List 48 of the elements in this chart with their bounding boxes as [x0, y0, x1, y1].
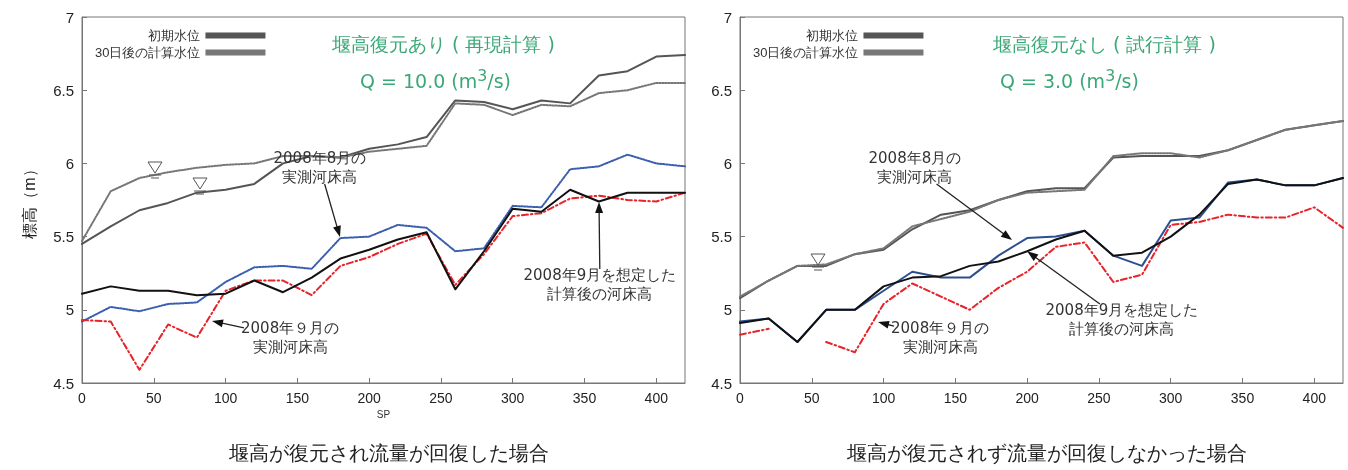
y-tick-label: 5.5	[53, 228, 74, 246]
y-tick-label: 4.5	[711, 374, 732, 392]
y-axis-title: 標高（m）	[20, 161, 38, 239]
x-tick-label: 100	[871, 390, 896, 406]
y-tick-label: 7	[65, 8, 74, 26]
annotation: 2008年９月の実測河床高	[891, 319, 990, 357]
x-tick-label: 200	[1015, 390, 1040, 406]
annotation: Q = 10.0 (m$^{3}$/s)	[360, 66, 512, 93]
x-tick-label: 300	[501, 390, 525, 406]
annotation: 2008年9月を想定した計算後の河床高	[1045, 301, 1199, 339]
x-tick-label: 150	[943, 390, 968, 406]
annotation: 2008年8月の実測河床高	[868, 149, 962, 187]
text: 堰高が復元されず流量が回復しなかった場合	[845, 441, 1247, 465]
y-tick-label: 6.5	[53, 81, 74, 99]
x-tick-label: 350	[572, 390, 597, 406]
line-series	[81, 153, 686, 323]
legend-label: 初期水位	[806, 28, 859, 43]
y-tick-label: 5.5	[711, 228, 732, 246]
x-tick-label: 400	[1302, 390, 1327, 406]
x-tick-label: 150	[285, 390, 310, 406]
x-tick-label: 0	[78, 390, 87, 406]
x-tick-label: 250	[1087, 390, 1111, 406]
y-tick-label: 6.5	[711, 81, 732, 99]
annotation: 2008年9月を想定した計算後の河床高	[523, 266, 677, 304]
x-tick-label: 300	[1159, 390, 1183, 406]
x-tick-label: 50	[146, 390, 162, 406]
annotation: 堰高復元あり ( 再現計算 )	[332, 32, 555, 57]
y-tick-label: 4.5	[53, 374, 74, 392]
x-tick-label: 100	[213, 390, 238, 406]
x-axis-title: SP	[376, 409, 391, 421]
annotation: Q = 3.0 (m$^{3}$/s)	[1000, 66, 1139, 93]
y-tick-label: 5	[723, 301, 732, 319]
annotation: 堰高復元なし ( 試行計算 )	[993, 32, 1216, 57]
x-tick-label: 350	[1230, 390, 1255, 406]
text: 堰高が復元され流量が回復した場合	[227, 441, 549, 465]
x-tick-label: 0	[736, 390, 745, 406]
x-tick-label: 50	[804, 390, 820, 406]
y-tick-label: 6	[723, 154, 732, 172]
y-tick-label: 5	[65, 301, 74, 319]
x-tick-label: 250	[429, 390, 453, 406]
y-tick-label: 6	[65, 154, 74, 172]
legend-label: 初期水位	[148, 28, 201, 43]
legend-label: 30日後の計算水位	[752, 45, 859, 60]
annotation: 2008年９月の実測河床高	[241, 319, 340, 357]
y-tick-label: 7	[723, 8, 732, 26]
x-tick-label: 200	[357, 390, 382, 406]
legend-label: 30日後の計算水位	[94, 45, 201, 60]
x-tick-label: 400	[644, 390, 669, 406]
